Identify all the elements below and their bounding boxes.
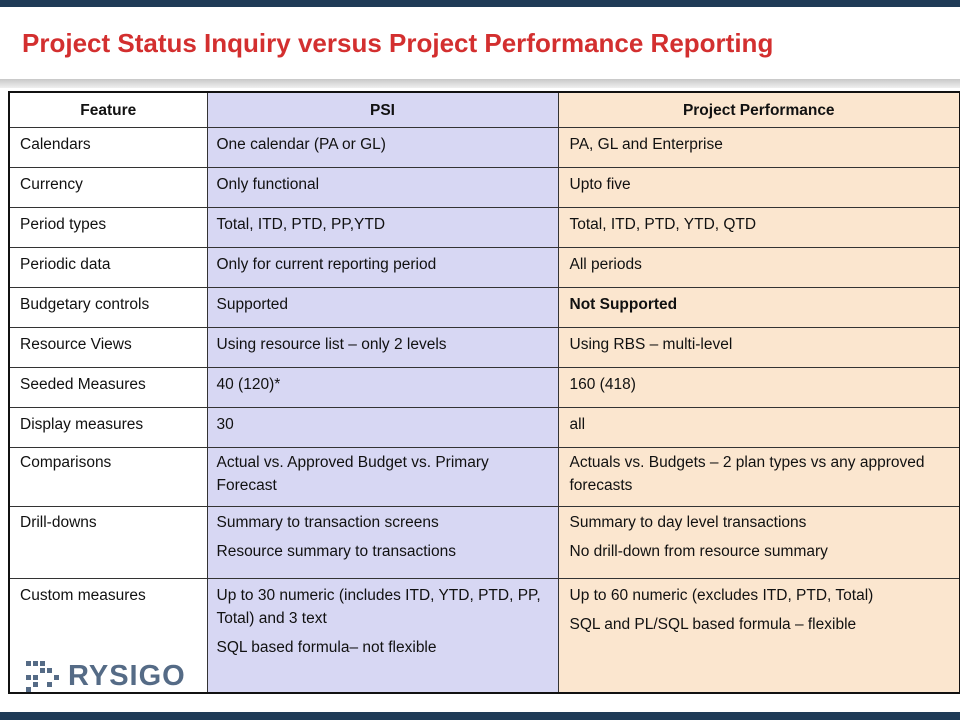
cell-text: Total, ITD, PTD, YTD, QTD (569, 216, 757, 233)
dotted-arrow-logo-icon (26, 661, 59, 692)
cell-text: Only functional (216, 176, 320, 193)
cell-text: One calendar (PA or GL) (216, 136, 386, 153)
title-divider (0, 79, 960, 88)
psi-cell: 40 (120)* (206, 367, 559, 408)
table-row: Resource Views Using resource list – only… (8, 327, 960, 368)
cell-text: Periodic data (20, 256, 111, 273)
project-performance-cell: Not Supported (557, 287, 960, 328)
cell-text: Actuals vs. Budgets – 2 plan types vs an… (569, 454, 925, 494)
feature-cell: Calendars (8, 127, 208, 168)
cell-text: Using RBS – multi-level (569, 336, 733, 353)
top-bar (0, 0, 960, 7)
cell-text: PA, GL and Enterprise (569, 136, 723, 153)
table-row: Period types Total, ITD, PTD, PP,YTD Total… (8, 207, 960, 248)
cell-text: Comparisons (20, 454, 112, 471)
feature-cell: Resource Views (8, 327, 208, 368)
project-performance-cell: Upto five (557, 167, 960, 208)
cell-text: Resource summary to transactions (216, 543, 456, 560)
psi-cell: Using resource list – only 2 levels (206, 327, 559, 368)
project-performance-cell: all (557, 407, 960, 448)
cell-text: 30 (216, 416, 234, 433)
feature-cell: Periodic data (8, 247, 208, 288)
psi-cell: Up to 30 numeric (includes ITD, YTD, PTD… (206, 578, 559, 694)
feature-cell: Budgetary controls (8, 287, 208, 328)
psi-cell: Actual vs. Approved Budget vs. Primary F… (206, 447, 559, 507)
project-performance-cell: All periods (557, 247, 960, 288)
psi-cell: Supported (206, 287, 559, 328)
feature-cell: Currency (8, 167, 208, 208)
project-performance-cell: 160 (418) (557, 367, 960, 408)
slide-title: Project Status Inquiry versus Project Pe… (22, 28, 774, 58)
cell-text: Calendars (20, 136, 91, 153)
cell-text: Upto five (569, 176, 631, 193)
project-performance-cell: Up to 60 numeric (excludes ITD, PTD, Tot… (557, 578, 960, 694)
table-row: Display measures 30 all (8, 407, 960, 448)
cell-text: Summary to transaction screens (216, 514, 439, 531)
comparison-table: Feature PSI Project Performance Calendar… (8, 91, 960, 694)
table-row: Custom measures Up to 30 numeric (includ… (8, 578, 960, 694)
feature-cell: Comparisons (8, 447, 208, 507)
cell-text: Up to 60 numeric (excludes ITD, PTD, Tot… (569, 587, 874, 604)
psi-cell: Total, ITD, PTD, PP,YTD (206, 207, 559, 248)
cell-text: Resource Views (20, 336, 132, 353)
cell-text: Total, ITD, PTD, PP,YTD (216, 216, 386, 233)
table-row: Budgetary controls Supported Not Supported (8, 287, 960, 328)
table-row: Currency Only functional Upto five (8, 167, 960, 208)
cell-text: Drill-downs (20, 514, 97, 531)
cell-text: Custom measures (20, 587, 146, 604)
cell-text: Using resource list – only 2 levels (216, 336, 447, 353)
project-performance-cell: Total, ITD, PTD, YTD, QTD (557, 207, 960, 248)
psi-cell: 30 (206, 407, 559, 448)
feature-cell: Drill-downs (8, 506, 208, 579)
table-row: Drill-downs Summary to transaction screen… (8, 506, 960, 579)
cell-text: Seeded Measures (20, 376, 146, 393)
table-row: Calendars One calendar (PA or GL) PA, GL a… (8, 127, 960, 168)
header-feature: Feature (8, 91, 208, 128)
project-performance-cell: Using RBS – multi-level (557, 327, 960, 368)
cell-text: Budgetary controls (20, 296, 150, 313)
cell-text: No drill-down from resource summary (569, 543, 828, 560)
cell-text: Summary to day level transactions (569, 514, 807, 531)
cell-text: SQL and PL/SQL based formula – flexible (569, 616, 857, 633)
feature-cell: Seeded Measures (8, 367, 208, 408)
cell-text: SQL based formula– not flexible (216, 639, 437, 656)
cell-text: Only for current reporting period (216, 256, 437, 273)
cell-text: Display measures (20, 416, 144, 433)
cell-text: Currency (20, 176, 83, 193)
rysigo-logo: RYSIGO (24, 658, 185, 694)
project-performance-cell: PA, GL and Enterprise (557, 127, 960, 168)
psi-cell: Only functional (206, 167, 559, 208)
cell-text: Up to 30 numeric (includes ITD, YTD, PTD… (216, 587, 541, 627)
table-row: Periodic data Only for current reporting … (8, 247, 960, 288)
project-performance-cell: Actuals vs. Budgets – 2 plan types vs an… (557, 447, 960, 507)
table-row: Comparisons Actual vs. Approved Budget vs… (8, 447, 960, 507)
psi-cell: Summary to transaction screens Resource s… (206, 506, 559, 579)
cell-text: all (569, 416, 586, 433)
header-row: Feature PSI Project Performance (8, 91, 960, 128)
table-row: Seeded Measures 40 (120)* 160 (418) (8, 367, 960, 408)
cell-text: Not Supported (569, 296, 678, 313)
header-project-performance: Project Performance (557, 91, 960, 128)
psi-cell: Only for current reporting period (206, 247, 559, 288)
feature-cell: Custom measures (8, 578, 208, 694)
psi-cell: One calendar (PA or GL) (206, 127, 559, 168)
cell-text: 40 (120)* (216, 376, 281, 393)
project-performance-cell: Summary to day level transactions No dril… (557, 506, 960, 579)
logo-text: RYSIGO (68, 660, 186, 692)
feature-cell: Display measures (8, 407, 208, 448)
header-psi: PSI (206, 91, 559, 128)
cell-text: Supported (216, 296, 289, 313)
feature-cell: Period types (8, 207, 208, 248)
cell-text: Actual vs. Approved Budget vs. Primary F… (216, 454, 489, 494)
cell-text: All periods (569, 256, 642, 273)
cell-text: 160 (418) (569, 376, 636, 393)
cell-text: Period types (20, 216, 107, 233)
bottom-bar (0, 712, 960, 720)
